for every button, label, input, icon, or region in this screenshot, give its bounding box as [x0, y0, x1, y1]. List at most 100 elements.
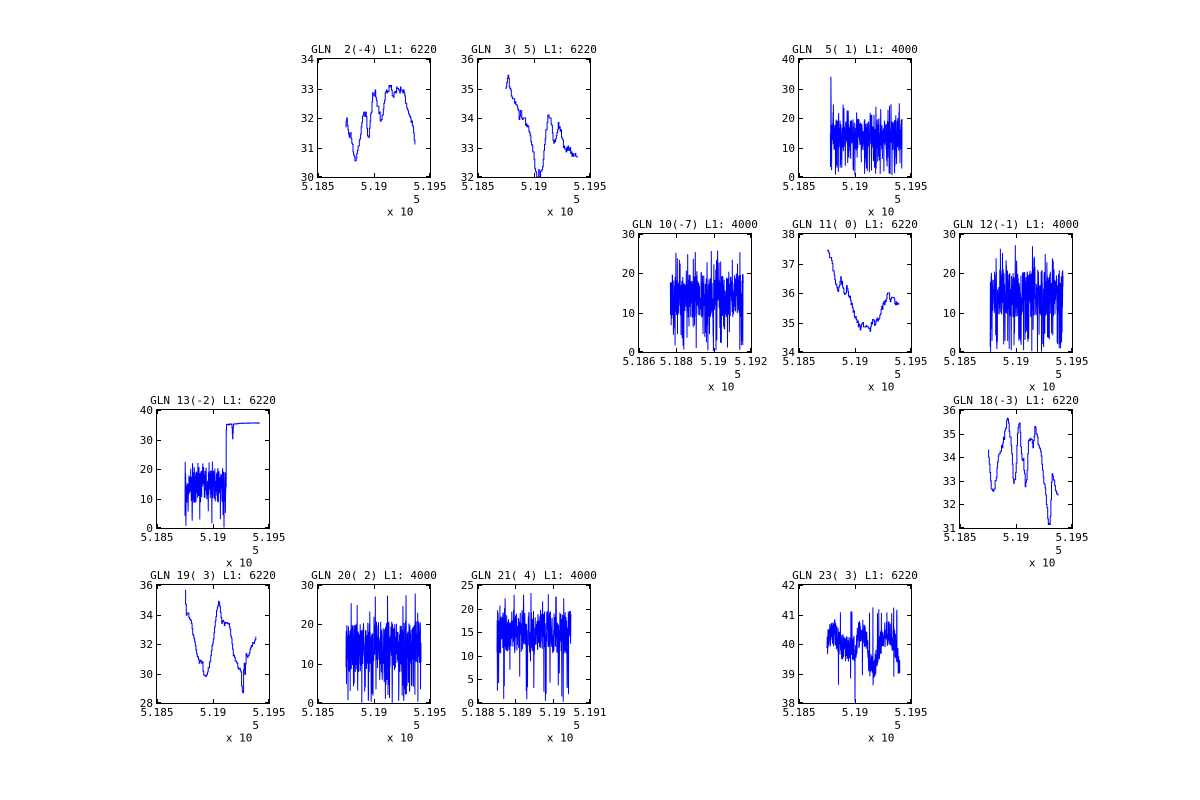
y-tick-label: 39	[781, 667, 795, 681]
y-tick-label: 5	[467, 673, 474, 687]
subplot-gln-10: GLN 10(-7) L1: 4000 0 10 20 30 5.186 5.188 5.19…	[622, 218, 768, 394]
x-tick-label: 5.19	[520, 180, 548, 193]
plot-area	[317, 584, 431, 704]
x-tick-label: 5.195	[1055, 531, 1089, 544]
y-tick-label: 30	[139, 667, 153, 681]
plot-svg	[960, 234, 1072, 352]
x-axis-exponent: x 105	[867, 194, 901, 219]
signal-line	[184, 422, 260, 528]
signal-line	[826, 607, 901, 702]
x-tick-label: 5.19	[1002, 355, 1030, 368]
y-tick-label: 30	[300, 579, 314, 592]
y-tick-label: 34	[300, 53, 314, 66]
axis-tick-marks	[799, 585, 911, 703]
y-tick-label: 35	[942, 427, 956, 441]
plot-svg	[157, 410, 269, 528]
y-tick-label: 34	[942, 451, 956, 465]
x-tick-label: 5.19	[841, 355, 869, 368]
axis-tick-marks	[799, 59, 911, 177]
y-tick-label: 20	[300, 618, 314, 632]
x-tick-label: 5.195	[252, 531, 286, 544]
subplot-gln-18: GLN 18(-3) L1: 6220 31 32 33 34 35 36 5.185 5.19…	[943, 394, 1089, 570]
y-tick-label: 0	[307, 697, 314, 710]
x-tick-label: 5.186	[622, 355, 656, 368]
plot-svg	[478, 59, 590, 177]
axis-tick-marks	[318, 59, 430, 177]
plot-svg	[960, 410, 1072, 528]
y-tick-label: 42	[781, 579, 795, 592]
plot-svg	[799, 234, 911, 352]
y-tick-label: 10	[139, 492, 153, 506]
y-tick-label: 20	[139, 463, 153, 476]
x-tick-label: 5.19	[841, 706, 869, 719]
subplot-title: GLN 10(-7) L1: 4000	[632, 218, 758, 231]
y-tick-label: 35	[460, 82, 474, 96]
y-tick-label: 20	[621, 267, 635, 281]
plot-area	[959, 409, 1073, 529]
x-tick-label: 5.185	[782, 706, 816, 719]
y-tick-label: 20	[781, 112, 795, 125]
x-axis-exponent: x 105	[1029, 369, 1062, 394]
exponent-sup: 5	[573, 193, 580, 206]
x-tick-label: 5.185	[140, 531, 174, 544]
signal-line	[829, 76, 903, 176]
x-tick-label: 5.185	[140, 706, 174, 719]
y-tick-label: 10	[300, 657, 314, 671]
exponent-base: x 10	[707, 380, 735, 394]
exponent-sup: 5	[252, 544, 259, 557]
x-tick-label: 5.188	[659, 355, 693, 368]
plot-area	[798, 584, 912, 704]
x-tick-label: 5.195	[1055, 355, 1089, 368]
y-tick-label: 30	[300, 171, 314, 184]
y-tick-label: 33	[460, 141, 474, 155]
signal-line	[669, 250, 744, 352]
subplot-gln-23: GLN 23( 3) L1: 6220 38 39 40 41 42 5.185 5.19 5.…	[782, 569, 928, 745]
y-tick-label: 31	[300, 141, 314, 155]
y-tick-label: 0	[628, 346, 635, 359]
y-tick-label: 33	[300, 82, 314, 96]
x-tick-label: 5.185	[461, 180, 495, 193]
plot-svg	[639, 234, 751, 352]
subplot-title: GLN 21( 4) L1: 4000	[471, 569, 597, 582]
x-axis-exponent: x 105	[226, 545, 259, 570]
axis-tick-marks	[478, 59, 590, 177]
subplot-title: GLN 2(-4) L1: 6220	[311, 43, 437, 56]
plot-area	[477, 58, 591, 178]
x-tick-label: 5.185	[301, 706, 335, 719]
subplot-gln-20: GLN 20( 2) L1: 4000 0 10 20 30 5.185 5.19 5.195…	[301, 569, 447, 745]
y-tick-label: 36	[942, 404, 956, 417]
subplot-gln-5: GLN 5( 1) L1: 4000 0 10 20 30 40 5.185 5.19 5.19…	[782, 43, 928, 219]
x-tick-label: 5.195	[894, 706, 928, 719]
y-tick-label: 30	[139, 433, 153, 447]
exponent-sup: 5	[413, 719, 420, 732]
y-tick-label: 35	[781, 316, 795, 330]
exponent-base: x 10	[867, 205, 895, 219]
axis-tick-marks	[157, 585, 269, 703]
x-tick-label: 5.19	[841, 180, 869, 193]
exponent-sup: 5	[252, 719, 259, 732]
subplot-title: GLN 20( 2) L1: 4000	[311, 569, 437, 582]
signal-line	[988, 417, 1059, 525]
signal-line	[345, 593, 422, 703]
exponent-sup: 5	[894, 719, 901, 732]
signal-line	[345, 85, 416, 162]
axis-tick-marks	[157, 410, 269, 528]
subplot-title: GLN 12(-1) L1: 4000	[953, 218, 1079, 231]
plot-svg	[799, 585, 911, 703]
subplot-gln-21: GLN 21( 4) L1: 4000 0 5 10 15 20 25 5.188 5.189 5…	[461, 569, 607, 745]
y-tick-label: 36	[139, 579, 153, 592]
x-axis-exponent: x 105	[387, 194, 420, 219]
y-tick-label: 41	[781, 608, 795, 622]
y-tick-label: 30	[942, 228, 956, 241]
subplot-gln-11: GLN 11( 0) L1: 6220 34 35 36 37 38 5.185 5.19 5.…	[782, 218, 928, 394]
x-tick-label: 5.188	[461, 706, 495, 719]
x-tick-label: 5.192	[734, 355, 768, 368]
y-tick-label: 32	[460, 171, 474, 184]
signal-line	[827, 249, 900, 332]
plot-svg	[318, 585, 430, 703]
y-tick-label: 38	[781, 697, 795, 710]
exponent-base: x 10	[386, 731, 414, 745]
x-tick-label: 5.19	[360, 180, 388, 193]
exponent-sup: 5	[894, 368, 901, 381]
